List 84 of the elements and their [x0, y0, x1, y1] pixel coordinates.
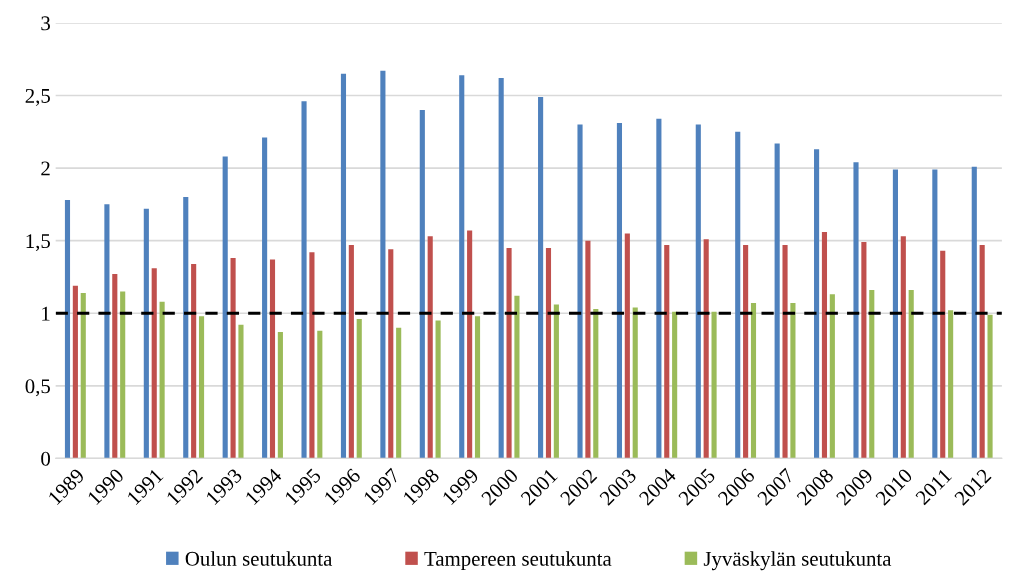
legend-label: Jyväskylän seutukunta: [703, 551, 892, 571]
bar: [191, 263, 197, 459]
bar: [64, 200, 71, 459]
bar: [616, 123, 623, 459]
bar: [735, 131, 741, 459]
bar: [459, 75, 465, 459]
bar: [104, 204, 110, 459]
bar: [987, 314, 993, 459]
bar: [750, 303, 757, 459]
bar: [380, 70, 386, 459]
bar: [238, 324, 244, 459]
bar: [467, 230, 473, 459]
bar: [593, 308, 599, 459]
bar: [222, 156, 228, 459]
bar: [419, 110, 425, 459]
bar: [538, 96, 544, 459]
bar: [301, 101, 307, 459]
bar: [72, 285, 78, 459]
y-tick-label: 0,5: [25, 379, 50, 397]
bar: [908, 290, 914, 459]
bar: [159, 301, 165, 459]
bar: [979, 245, 985, 459]
bar: [940, 250, 946, 459]
bar: [309, 252, 315, 459]
y-tick-label: 3: [41, 16, 50, 31]
bar: [427, 236, 433, 459]
bar: [348, 245, 354, 459]
bar: [695, 124, 701, 459]
bar: [262, 137, 268, 459]
x-tick-label: 2011: [914, 468, 953, 506]
bar: [703, 239, 709, 459]
bar: [577, 124, 583, 459]
y-tick-label: 1: [42, 306, 50, 321]
bar: [277, 332, 283, 459]
bar: [672, 311, 678, 459]
bar: [892, 169, 898, 459]
bar: [624, 233, 630, 459]
bar: [356, 319, 362, 459]
x-tick-label: 1991: [126, 468, 164, 506]
legend-label: Tampereen seutukunta: [424, 551, 612, 571]
bar: [821, 231, 828, 459]
bar: [861, 242, 867, 459]
bar: [711, 311, 717, 459]
bar: [782, 245, 788, 459]
bar: [388, 249, 394, 459]
bar: [230, 258, 236, 459]
bar: [932, 169, 938, 459]
bar: [814, 149, 820, 459]
y-tick-label: 2: [41, 161, 50, 176]
y-tick-label: 1,5: [26, 234, 50, 252]
bar: [656, 118, 662, 459]
bar: [869, 290, 875, 459]
bar: [498, 78, 504, 459]
bar: [435, 320, 441, 459]
bar: [948, 310, 954, 459]
bar: [151, 268, 157, 459]
bar: [971, 166, 977, 459]
bar: [853, 162, 859, 459]
bar: [506, 247, 512, 459]
bar: [585, 240, 591, 459]
bar: [340, 73, 347, 459]
bar: [269, 259, 276, 459]
bar: [829, 294, 835, 459]
bar: [183, 197, 189, 459]
bar: [632, 307, 638, 459]
bar: [545, 247, 552, 459]
bar: [774, 143, 780, 459]
y-tick-label: 2,5: [25, 88, 50, 106]
bar: [396, 327, 402, 459]
bar: [317, 330, 323, 459]
bar: [664, 245, 670, 459]
bar: [120, 291, 126, 459]
bar: [80, 292, 86, 459]
bar: [790, 303, 796, 459]
bar: [553, 304, 559, 459]
bar: [900, 236, 906, 459]
bar: [112, 274, 118, 459]
bar: [743, 245, 749, 459]
bar: [198, 316, 205, 459]
bar: [474, 316, 481, 459]
y-tick-label: 0: [41, 451, 50, 466]
bar: [514, 295, 520, 459]
bar: [143, 208, 149, 459]
legend-label: Oulun seutukunta: [185, 551, 333, 566]
